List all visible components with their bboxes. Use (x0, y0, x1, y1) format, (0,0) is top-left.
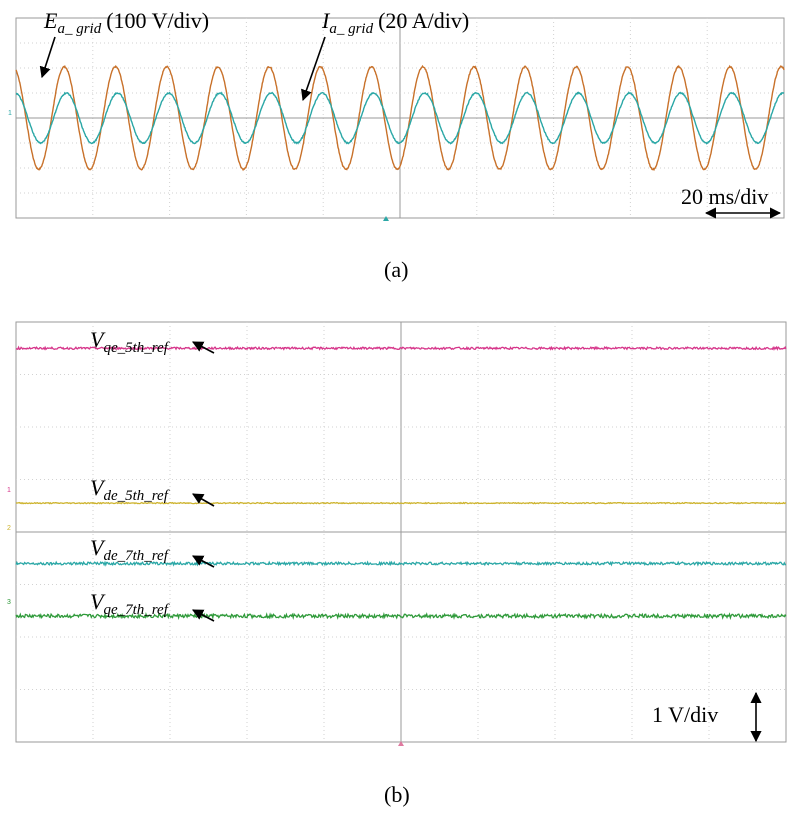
arrow-vqe7 (192, 609, 215, 622)
voltage-scale-label: 1 V/div (652, 702, 718, 727)
annotation-i-scale: (20 A/div) (378, 8, 469, 33)
panel-b-channel-marker-3: 3 (7, 599, 11, 606)
panel-a-plot: 1 Ea_ grid (100 V/div) Ia_ grid (20 A/div)… (8, 8, 785, 221)
panel-b-traces (15, 345, 787, 621)
annotation-i-grid: Ia_ grid (20 A/div) (321, 8, 469, 37)
annotation-i-subscript: a_ grid (329, 21, 373, 37)
panel-a-channel-marker: 1 (8, 110, 12, 117)
trace-e-grid (15, 64, 785, 172)
label-vde7: Vde_7th_ref (90, 535, 170, 564)
label-vqe7: Vqe_7th_ref (90, 589, 170, 618)
trace-de-5th-ref (15, 501, 787, 505)
annotation-i-symbol: I (321, 8, 331, 33)
arrow-vde5 (192, 493, 215, 507)
annotation-e-scale: (100 V/div) (106, 8, 209, 33)
annotation-e-grid: Ea_ grid (100 V/div) (43, 8, 209, 37)
time-scale-label: 20 ms/div (681, 184, 768, 209)
panel-b-grid (16, 322, 786, 742)
trace-de-7th-ref (15, 560, 787, 567)
panel-b-trigger-marker (398, 741, 404, 746)
annotation-e-arrow (39, 36, 56, 79)
label-vde5: Vde_5th_ref (90, 475, 170, 504)
annotation-e-symbol: E (43, 8, 58, 33)
annotation-e-subscript: a_ grid (57, 21, 101, 37)
panel-b-channel-marker-1: 1 (7, 487, 11, 494)
trace-qe-5th-ref (15, 345, 787, 351)
trace-qe-7th-ref (15, 611, 787, 621)
label-vqe5: Vqe_5th_ref (90, 327, 170, 356)
annotation-i-arrow (301, 36, 326, 102)
caption-b: (b) (384, 782, 410, 807)
panel-b-channel-marker-2: 2 (7, 525, 11, 532)
caption-a: (a) (384, 257, 408, 282)
panel-a-traces (15, 64, 785, 172)
trace-i-grid (15, 91, 785, 145)
panel-b-plot: 1 2 3 Vqe_5th_ref Vde_5th_ref Vde_7th_re… (7, 321, 787, 746)
arrow-vde7 (192, 555, 215, 568)
panel-a-trigger-marker (383, 216, 389, 221)
arrow-vqe5 (192, 341, 215, 354)
